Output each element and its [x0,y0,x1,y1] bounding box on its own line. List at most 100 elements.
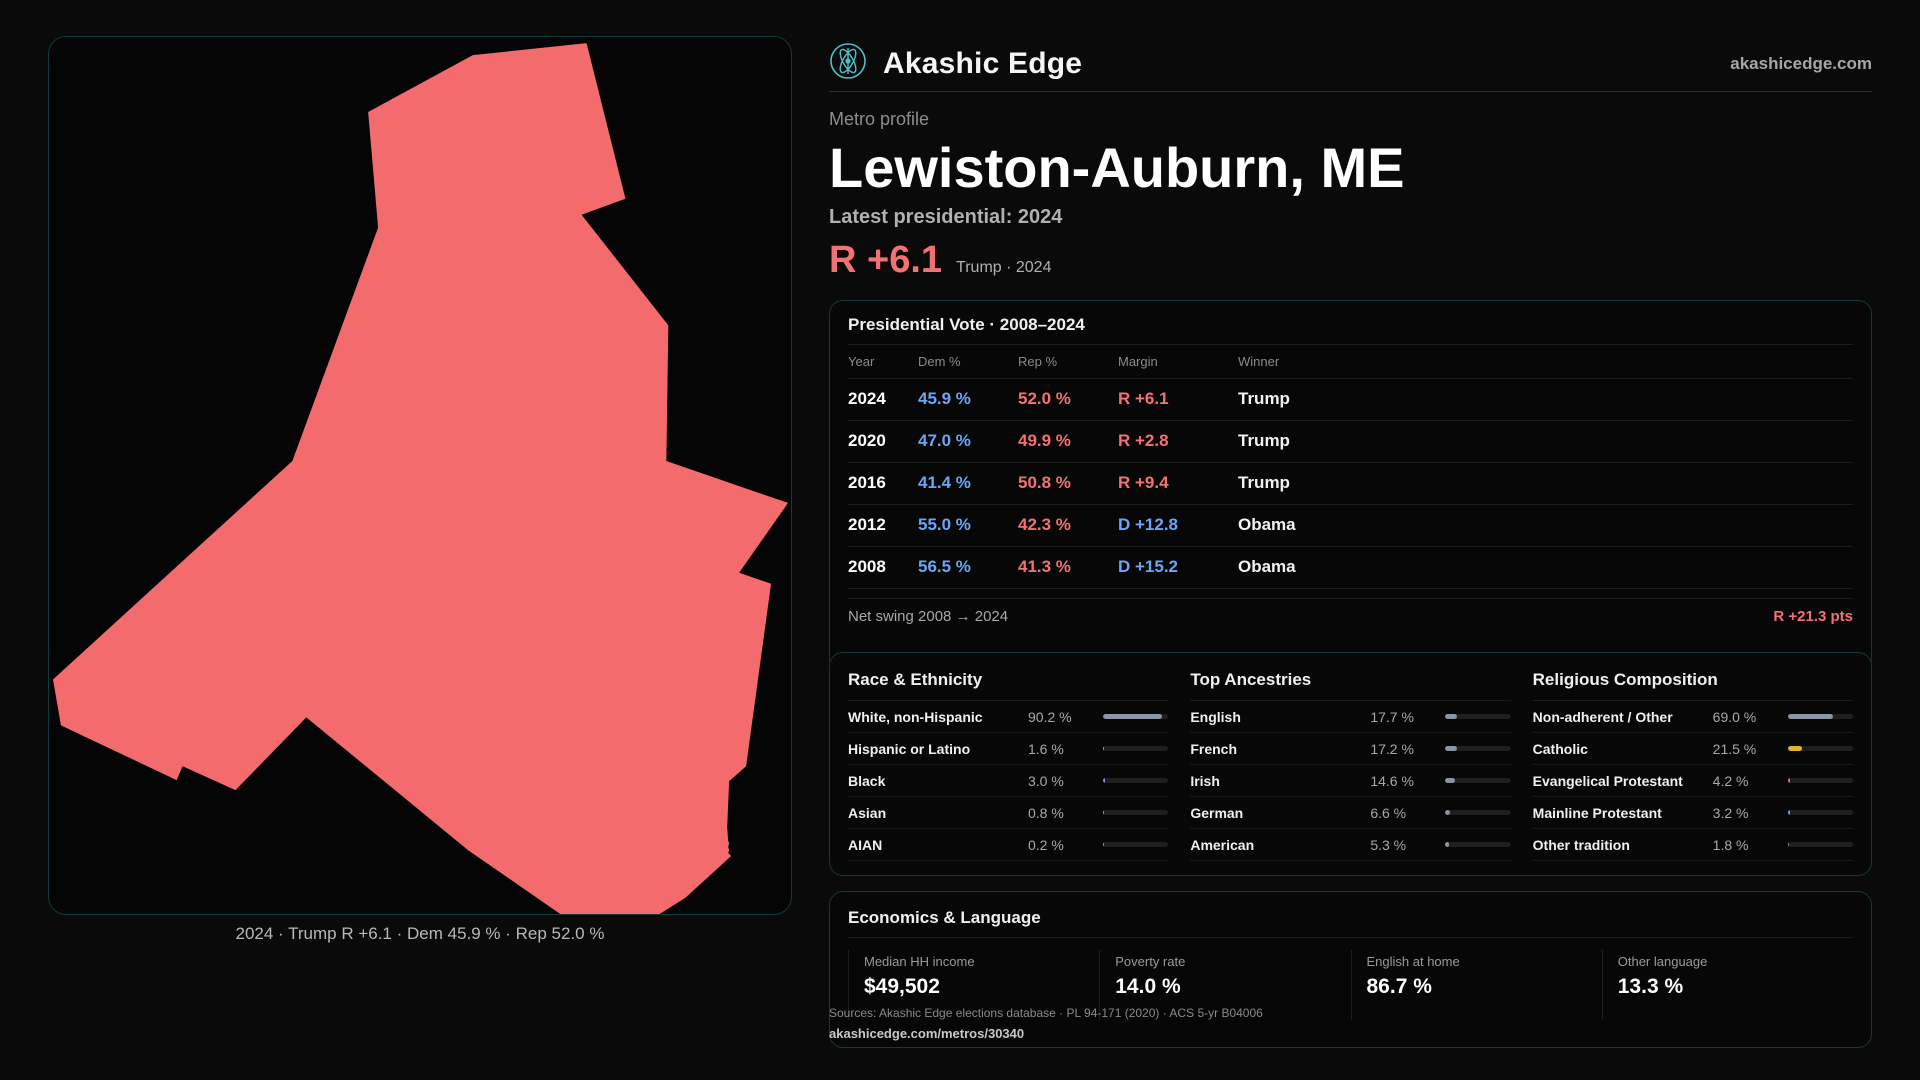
item-label: Black [848,772,886,789]
list-item[interactable]: Non-adherent / Other 69.0 % [1532,701,1853,733]
page-title: Lewiston-Auburn, ME [829,136,1405,199]
headline-margin: R +6.1 Trump · 2024 [829,239,1872,282]
item-label: English [1190,708,1241,725]
item-label: Catholic [1532,740,1588,757]
cell-dem: 45.9 % [918,378,1018,421]
item-label: Mainline Protestant [1532,804,1662,821]
cell-year: 2012 [848,504,918,547]
cell-winner: Obama [1238,504,1853,547]
item-label: Evangelical Protestant [1532,772,1683,789]
stat-label: Poverty rate [1115,954,1186,969]
table-row[interactable]: 2008 56.5 % 41.3 % D +15.2 Obama [848,546,1853,589]
demographics-card: Race & Ethnicity White, non-Hispanic 90.2… [829,652,1872,876]
cell-dem: 55.0 % [918,504,1018,547]
share-bar-fill [1787,746,1802,751]
profile-url-link[interactable]: akashicedge.com/metros/30340 [829,1026,1025,1041]
share-bar-fill [1103,778,1105,783]
list-item[interactable]: AIAN 0.2 % [848,829,1169,861]
list-item[interactable]: Other tradition 1.8 % [1532,829,1853,861]
cell-margin: R +6.1 [1118,378,1238,421]
religion-section: Religious Composition Non-adherent / Oth… [1532,653,1853,875]
brand-name: Akashic Edge [883,46,1083,80]
cell-rep: 42.3 % [1018,504,1118,547]
item-label: Non-adherent / Other [1532,708,1673,725]
profile-kicker: Metro profile [829,109,930,129]
brand[interactable]: Akashic Edge [829,42,1082,85]
economics-card-title: Economics & Language [848,907,1041,927]
cell-winner: Trump [1238,462,1853,505]
share-bar [1103,778,1169,783]
item-value: 3.2 % [1712,804,1749,821]
list-item[interactable]: Asian 0.8 % [848,797,1169,829]
item-value: 14.6 % [1370,772,1414,789]
map-panel[interactable] [48,36,792,915]
list-item[interactable]: American 5.3 % [1190,829,1511,861]
share-bar [1445,746,1511,751]
table-row[interactable]: 2012 55.0 % 42.3 % D +12.8 Obama [848,504,1853,547]
list-item[interactable]: White, non-Hispanic 90.2 % [848,701,1169,733]
list-item[interactable]: English 17.7 % [1190,701,1511,733]
stat-value: $49,502 [864,975,940,998]
item-value: 69.0 % [1712,708,1757,725]
vote-card-title: Presidential Vote · 2008–2024 [848,314,1085,334]
share-bar [1103,842,1169,847]
table-row[interactable]: 2020 47.0 % 49.9 % R +2.8 Trump [848,420,1853,463]
latest-election-label: Latest presidential: 2024 [829,206,1063,228]
item-value: 17.7 % [1370,708,1414,725]
list-item[interactable]: Catholic 21.5 % [1532,733,1853,765]
item-value: 4.2 % [1712,772,1749,789]
item-label: Irish [1190,772,1220,789]
atom-logo-icon [829,42,867,85]
item-label: AIAN [848,836,883,853]
cell-rep: 41.3 % [1018,546,1118,589]
share-bar [1445,810,1511,815]
share-bar-fill [1445,714,1457,719]
stat-label: Other language [1617,954,1708,969]
brand-url-link[interactable]: akashicedge.com [1730,53,1872,73]
share-bar-fill [1445,746,1457,751]
share-bar [1445,714,1511,719]
cell-rep: 50.8 % [1018,462,1118,505]
item-label: White, non-Hispanic [848,708,983,725]
share-bar [1787,714,1853,719]
share-bar [1103,746,1169,751]
item-value: 1.8 % [1712,836,1749,853]
metro-shape[interactable] [52,43,789,914]
item-label: Hispanic or Latino [848,740,971,757]
table-row[interactable]: 2016 41.4 % 50.8 % R +9.4 Trump [848,462,1853,505]
cell-margin: D +12.8 [1118,504,1238,547]
table-row[interactable]: 2024 45.9 % 52.0 % R +6.1 Trump [848,378,1853,421]
item-label: French [1190,740,1238,757]
list-item[interactable]: French 17.2 % [1190,733,1511,765]
item-label: Other tradition [1532,836,1630,853]
vote-table: Year Dem % Rep % Margin Winner 2024 45.9… [848,345,1853,589]
stat-value: 14.0 % [1115,975,1181,998]
col-rep: Rep % [1018,345,1118,379]
ancestries-section: Top Ancestries English 17.7 % French 17.2 %… [1190,653,1511,875]
item-label: American [1190,836,1255,853]
share-bar-fill [1445,842,1449,847]
economics-card-header: Economics & Language [848,892,1853,938]
share-bar-fill [1103,714,1162,719]
list-item[interactable]: Hispanic or Latino 1.6 % [848,733,1169,765]
item-value: 3.0 % [1028,772,1064,789]
share-bar [1787,746,1853,751]
ancestries-title: Top Ancestries [1190,653,1511,701]
col-dem: Dem % [918,345,1018,379]
metro-map[interactable] [49,37,791,914]
headline-margin-value: R +6.1 [829,239,943,281]
stat-value: 13.3 % [1617,975,1684,998]
stat-median-income: Median HH income $49,502 [848,950,1099,1020]
stat-label: English at home [1366,954,1460,969]
list-item[interactable]: German 6.6 % [1190,797,1511,829]
share-bar [1787,810,1853,815]
vote-table-header: Year Dem % Rep % Margin Winner [848,345,1853,379]
list-item[interactable]: Black 3.0 % [848,765,1169,797]
map-caption: 2024 · Trump R +6.1 · Dem 45.9 % · Rep 5… [235,924,605,943]
stat-label: Median HH income [864,954,975,969]
list-item[interactable]: Mainline Protestant 3.2 % [1532,797,1853,829]
cell-winner: Obama [1238,546,1853,589]
share-bar [1103,810,1169,815]
list-item[interactable]: Evangelical Protestant 4.2 % [1532,765,1853,797]
list-item[interactable]: Irish 14.6 % [1190,765,1511,797]
